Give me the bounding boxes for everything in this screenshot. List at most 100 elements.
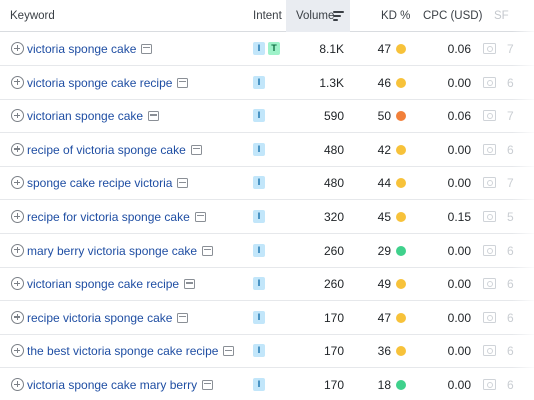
add-to-list-icon[interactable] — [11, 142, 24, 156]
add-to-list-icon[interactable] — [11, 243, 24, 257]
keyword-cell: victorian sponge cake recipe — [27, 267, 196, 301]
kd-cell: 45 — [377, 210, 391, 224]
serp-preview-icon[interactable] — [177, 77, 189, 88]
volume-cell: 590 — [323, 109, 344, 124]
serp-features-icon[interactable] — [483, 76, 496, 88]
keyword-cell: recipe victoria sponge cake — [27, 301, 189, 335]
serp-features-icon[interactable] — [483, 244, 496, 256]
table-row: mary berry victoria sponge cake I 260 29 0.0… — [0, 234, 534, 268]
table-header: Keyword Intent Volume KD % CPC (USD) SF — [0, 0, 534, 32]
serp-features-icon[interactable] — [483, 43, 496, 54]
serp-preview-icon[interactable] — [202, 245, 214, 256]
intent-badges: I — [253, 243, 265, 257]
keyword-cell: victorian sponge cake — [27, 99, 160, 133]
add-to-list-icon[interactable] — [11, 42, 24, 55]
serp-preview-icon[interactable] — [141, 44, 153, 54]
table-row: recipe for victoria sponge cake I 320 45 0.1… — [0, 200, 534, 234]
cpc-cell: 0.00 — [447, 344, 471, 359]
keyword-link[interactable]: sponge cake recipe victoria — [27, 176, 173, 191]
intent-badges: I — [253, 310, 265, 324]
intent-badge: I — [253, 176, 265, 190]
serp-features-icon[interactable] — [483, 379, 496, 390]
add-to-list-icon[interactable] — [11, 310, 24, 324]
keyword-cell: the best victoria sponge cake recipe — [27, 334, 235, 368]
table-row: victorian sponge cake recipe I 260 49 0.00 6 — [0, 267, 534, 302]
keyword-link[interactable]: recipe for victoria sponge cake — [27, 210, 190, 224]
intent-badge: I — [253, 310, 265, 324]
sf-count: 6 — [507, 378, 514, 392]
volume-cell: 170 — [323, 378, 344, 392]
keyword-link[interactable]: victoria sponge cake mary berry — [27, 378, 198, 392]
serp-preview-icon[interactable] — [190, 144, 202, 155]
volume-cell: 170 — [323, 310, 344, 325]
table-row: victorian sponge cake I 590 50 0.06 7 — [0, 99, 534, 134]
intent-badge: I — [253, 42, 265, 55]
sf-count: 5 — [507, 210, 514, 224]
table-row: recipe victoria sponge cake I 170 47 0.00 6 — [0, 301, 534, 335]
intent-badge: I — [253, 210, 265, 223]
intent-badge: I — [253, 243, 265, 257]
add-to-list-icon[interactable] — [11, 176, 24, 190]
sort-descending-icon[interactable] — [333, 11, 345, 21]
add-to-list-icon[interactable] — [11, 378, 24, 391]
intent-badges: I — [253, 142, 265, 156]
column-header-cpc[interactable]: CPC (USD) — [423, 10, 483, 22]
serp-features-icon[interactable] — [483, 345, 496, 357]
volume-cell: 320 — [323, 210, 344, 224]
keyword-cell: mary berry victoria sponge cake — [27, 234, 214, 268]
table-row: recipe of victoria sponge cake I 480 42 0.00… — [0, 133, 534, 167]
add-to-list-icon[interactable] — [11, 277, 24, 291]
add-to-list-icon[interactable] — [11, 109, 24, 123]
serp-features-icon[interactable] — [483, 177, 496, 189]
table-row: victoria sponge cake I T 8.1K 47 0.06 7 — [0, 32, 534, 66]
serp-features-icon[interactable] — [483, 143, 496, 155]
serp-preview-icon[interactable] — [202, 380, 214, 390]
add-to-list-icon[interactable] — [11, 210, 24, 223]
volume-cell: 1.3K — [319, 75, 344, 90]
serp-preview-icon[interactable] — [184, 279, 196, 290]
serp-preview-icon[interactable] — [177, 312, 189, 323]
keyword-cell: recipe for victoria sponge cake — [27, 200, 206, 234]
add-to-list-icon[interactable] — [11, 75, 24, 89]
serp-preview-icon[interactable] — [177, 178, 189, 189]
serp-preview-icon[interactable] — [194, 212, 206, 222]
column-header-keyword[interactable]: Keyword — [10, 10, 55, 22]
add-to-list-icon[interactable] — [11, 344, 24, 358]
volume-cell: 8.1K — [319, 42, 344, 56]
kd-difficulty-indicator — [396, 178, 406, 189]
column-header-volume-label: Volume — [296, 10, 335, 22]
serp-preview-icon[interactable] — [148, 111, 160, 122]
kd-difficulty-indicator — [396, 245, 406, 256]
column-header-volume[interactable]: Volume — [286, 0, 350, 32]
table-row: the best victoria sponge cake recipe I 170… — [0, 334, 534, 369]
sf-count: 6 — [507, 243, 514, 258]
column-header-kd[interactable]: KD % — [381, 10, 411, 22]
keyword-link[interactable]: recipe victoria sponge cake — [27, 310, 173, 325]
kd-cell: 29 — [377, 243, 391, 258]
keyword-cell: victoria sponge cake — [27, 32, 153, 66]
keyword-link[interactable]: victorian sponge cake recipe — [27, 277, 180, 292]
keyword-link[interactable]: the best victoria sponge cake recipe — [27, 344, 219, 359]
serp-preview-icon[interactable] — [223, 346, 235, 357]
keyword-link[interactable]: victoria sponge cake recipe — [27, 75, 173, 90]
keyword-cell: victoria sponge cake mary berry — [27, 368, 214, 400]
serp-features-icon[interactable] — [483, 110, 496, 122]
cpc-cell: 0.06 — [447, 109, 471, 124]
kd-cell: 18 — [377, 378, 391, 392]
serp-features-icon[interactable] — [483, 211, 496, 222]
table-row: sponge cake recipe victoria I 480 44 0.00 7 — [0, 166, 534, 201]
serp-features-icon[interactable] — [483, 311, 496, 323]
kd-cell: 42 — [377, 142, 391, 157]
keyword-link[interactable]: recipe of victoria sponge cake — [27, 142, 186, 157]
column-header-intent[interactable]: Intent — [253, 10, 282, 22]
keyword-link[interactable]: mary berry victoria sponge cake — [27, 243, 198, 258]
intent-badges: I — [253, 277, 265, 291]
keyword-link[interactable]: victorian sponge cake — [27, 109, 144, 124]
serp-features-icon[interactable] — [483, 278, 496, 290]
volume-cell: 480 — [323, 142, 344, 157]
column-header-sf[interactable]: SF — [494, 10, 509, 22]
keyword-link[interactable]: victoria sponge cake — [27, 42, 137, 56]
volume-cell: 170 — [323, 344, 344, 359]
intent-badges: I — [253, 378, 265, 391]
